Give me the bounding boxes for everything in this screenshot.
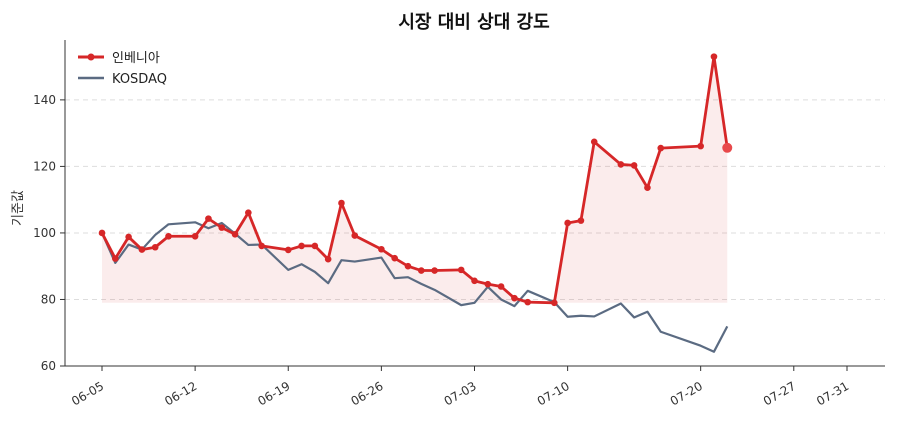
- data-point-inbenia: [657, 144, 665, 152]
- data-point-inbenia: [298, 242, 305, 250]
- data-point-inbenia: [497, 283, 505, 290]
- data-point-inbenia: [284, 246, 292, 254]
- data-point-inbenia: [351, 232, 359, 239]
- data-point-inbenia: [165, 232, 172, 240]
- x-tick-label: 07-20: [668, 379, 705, 409]
- data-point-inbenia: [710, 53, 718, 60]
- data-point-inbenia: [524, 298, 532, 306]
- y-axis-label: 기준값: [11, 190, 26, 226]
- data-point-inbenia: [258, 242, 265, 250]
- data-point-inbenia: [138, 246, 146, 253]
- data-point-inbenia: [617, 161, 625, 168]
- data-point-inbenia: [577, 217, 585, 224]
- series-layer: [98, 53, 733, 353]
- data-point-inbenia: [471, 277, 478, 285]
- data-point-inbenia: [457, 266, 465, 274]
- data-point-inbenia: [644, 184, 651, 191]
- data-point-inbenia: [231, 230, 239, 238]
- data-point-inbenia: [218, 224, 226, 231]
- legend: 인베니아 KOSDAQ: [72, 42, 184, 92]
- series-area-inbenia: [102, 56, 728, 303]
- y-tick-label: 60: [41, 359, 56, 373]
- data-point-inbenia: [245, 209, 252, 216]
- data-point-inbenia: [98, 229, 106, 237]
- series-line-inbenia: [100, 55, 729, 305]
- data-point-inbenia: [338, 199, 345, 207]
- data-point-inbenia: [630, 162, 638, 169]
- data-point-inbenia: [391, 254, 398, 262]
- x-tick-label: 06-19: [255, 379, 292, 409]
- data-point-inbenia: [151, 243, 159, 251]
- data-point-inbenia: [191, 232, 199, 240]
- data-point-inbenia: [417, 267, 425, 274]
- chart-title: 시장 대비 상대 강도: [398, 12, 549, 33]
- data-point-inbenia: [722, 142, 733, 153]
- grid-layer: [65, 99, 885, 300]
- x-tick-label: 06-26: [348, 379, 385, 409]
- data-point-inbenia: [431, 267, 438, 274]
- y-tick-label: 120: [33, 159, 56, 173]
- data-point-inbenia: [484, 280, 492, 288]
- y-tick-label: 80: [41, 292, 56, 306]
- data-point-inbenia: [205, 215, 212, 222]
- legend-label-kosdaq: KOSDAQ: [112, 72, 167, 87]
- data-point-inbenia: [590, 138, 598, 146]
- legend-box: [72, 42, 184, 92]
- data-point-inbenia: [378, 245, 385, 253]
- data-point-inbenia: [324, 255, 332, 263]
- data-point-inbenia: [125, 233, 132, 241]
- data-point-inbenia: [564, 219, 571, 227]
- x-tick-label: 07-03: [442, 379, 479, 409]
- data-point-inbenia: [112, 255, 119, 262]
- data-point-inbenia: [511, 294, 518, 302]
- x-tick-label: 07-31: [814, 379, 851, 409]
- legend-marker-inbenia: [87, 53, 95, 61]
- x-tick-label: 07-10: [535, 379, 572, 409]
- x-tick-label: 06-05: [69, 379, 106, 409]
- x-tick-label: 06-12: [162, 379, 199, 409]
- axes-layer: 60 80 100 120 140 06-05 06-12 06-19 06-26 07-03 07…: [33, 40, 885, 408]
- x-tick-label: 07-27: [761, 379, 798, 409]
- data-point-inbenia: [404, 262, 412, 270]
- y-tick-label: 140: [33, 93, 56, 107]
- data-point-inbenia: [551, 299, 558, 307]
- data-point-inbenia: [311, 242, 319, 250]
- fill-layer: [102, 56, 728, 303]
- y-tick-label: 100: [33, 226, 56, 240]
- legend-label-inbenia: 인베니아: [112, 51, 160, 66]
- data-point-inbenia: [697, 142, 704, 150]
